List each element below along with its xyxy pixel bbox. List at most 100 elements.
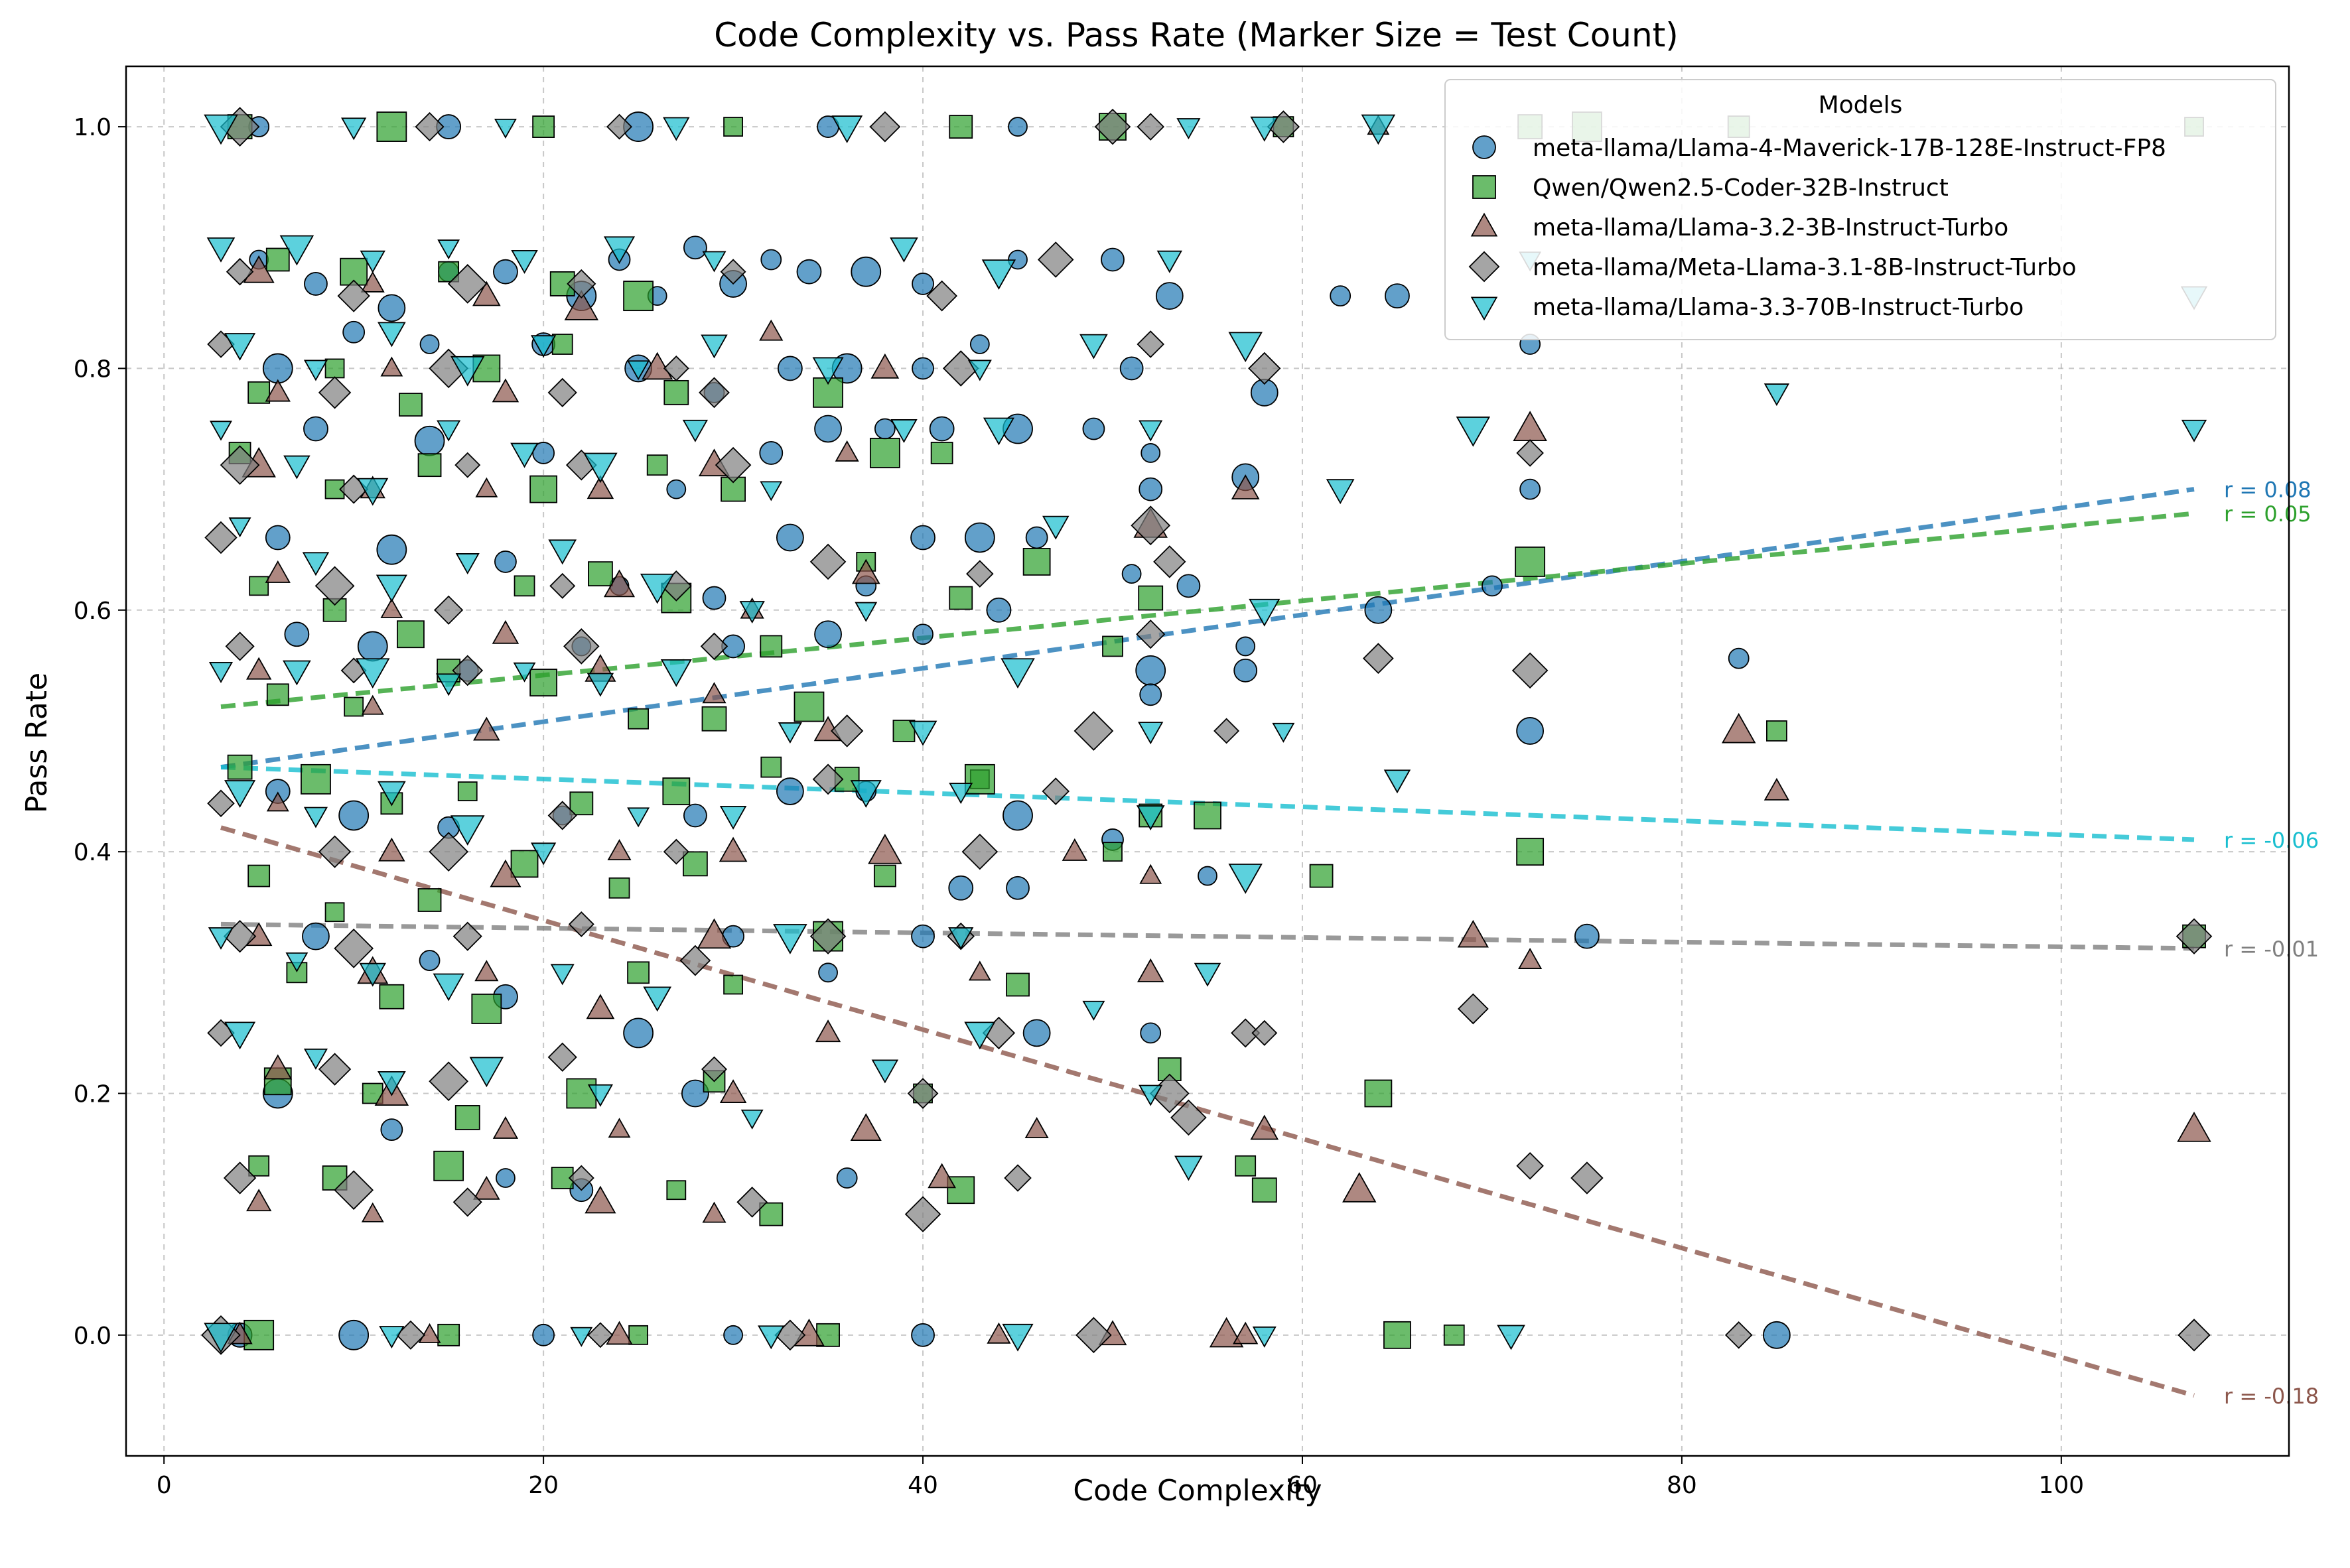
data-point: [1075, 1317, 1112, 1354]
data-point: [608, 1118, 631, 1138]
data-point: [547, 801, 577, 830]
data-point: [510, 442, 539, 468]
legend-entry: meta-llama/Llama-3.2-3B-Instruct-Turbo: [1470, 212, 2008, 241]
data-point: [475, 477, 498, 497]
data-point: [912, 623, 933, 645]
data-point: [204, 114, 238, 145]
legend-marker: [1472, 135, 1496, 159]
data-point: [1763, 383, 1790, 407]
data-point: [2176, 918, 2213, 954]
data-point: [224, 780, 256, 808]
plot-frame: [125, 65, 2290, 1457]
data-point: [206, 237, 236, 263]
data-point: [569, 791, 594, 816]
legend-marker: [1468, 251, 1500, 283]
data-point: [225, 631, 255, 661]
data-point: [1250, 116, 1279, 142]
data-point: [1001, 658, 1035, 689]
data-point: [1482, 575, 1503, 597]
data-point: [419, 334, 440, 354]
trend-line: [220, 825, 2195, 1398]
x-tick-label: 20: [528, 1472, 559, 1499]
data-point: [492, 1116, 519, 1139]
data-point: [723, 974, 743, 995]
data-point: [628, 708, 650, 730]
data-point: [964, 1021, 996, 1050]
data-point: [873, 864, 896, 887]
data-point: [1121, 564, 1142, 584]
data-point: [1518, 948, 1543, 969]
data-point: [1724, 1321, 1753, 1349]
data-point: [1176, 118, 1201, 140]
data-point: [284, 621, 310, 647]
data-point: [1025, 526, 1048, 549]
data-point: [666, 1180, 687, 1201]
data-point: [1443, 1324, 1465, 1346]
data-point: [1385, 283, 1410, 309]
data-point: [344, 696, 364, 717]
data-point: [640, 573, 675, 604]
data-point: [204, 521, 238, 555]
data-point: [760, 481, 783, 501]
data-point: [964, 763, 995, 795]
data-point: [777, 356, 803, 381]
data-point: [663, 355, 689, 381]
data-point: [926, 280, 958, 312]
data-point: [208, 661, 234, 683]
y-tick-label: 0.8: [74, 356, 111, 383]
data-point: [547, 1042, 577, 1072]
data-point: [948, 875, 974, 901]
data-point: [473, 1175, 500, 1200]
data-point: [759, 319, 784, 341]
data-point: [1006, 972, 1030, 997]
data-point: [378, 837, 405, 862]
data-point: [208, 927, 234, 950]
data-point: [1082, 1000, 1105, 1021]
series-3: [201, 107, 2213, 1355]
data-point: [247, 864, 271, 887]
data-point: [701, 706, 727, 732]
data-point: [646, 454, 668, 476]
legend-marker: [1470, 296, 1498, 321]
data-point: [666, 479, 687, 499]
data-point: [226, 257, 254, 286]
data-point: [1079, 334, 1108, 359]
data-point: [760, 756, 782, 778]
data-point: [356, 658, 390, 689]
legend-box: [1444, 79, 2276, 340]
y-tick-label: 0.2: [74, 1080, 111, 1108]
data-point: [224, 1021, 256, 1050]
data-point: [204, 1323, 238, 1353]
data-point: [457, 781, 478, 801]
data-point: [912, 273, 934, 295]
data-point: [760, 249, 782, 271]
series-0: [227, 111, 1791, 1350]
data-point: [1249, 598, 1280, 627]
data-point: [1103, 842, 1123, 862]
data-point: [304, 272, 328, 296]
data-point: [228, 517, 251, 538]
data-point: [547, 377, 577, 407]
data-point: [835, 440, 859, 462]
data-point: [357, 478, 389, 506]
data-point: [890, 419, 918, 443]
data-point: [736, 1187, 768, 1218]
data-point: [1170, 1099, 1207, 1136]
data-point: [851, 558, 880, 584]
data-point: [723, 1325, 743, 1345]
data-point: [450, 356, 485, 387]
data-point: [907, 1078, 939, 1109]
data-point: [683, 803, 707, 828]
y-tick-label: 0.0: [74, 1323, 111, 1350]
data-point: [1516, 1152, 1544, 1180]
data-point: [452, 1187, 482, 1217]
data-point: [870, 353, 900, 379]
data-point: [494, 551, 517, 573]
data-point: [1248, 352, 1281, 385]
data-point: [2181, 419, 2207, 442]
data-point: [1364, 596, 1393, 624]
data-point: [243, 255, 275, 283]
data-point: [1570, 1161, 1604, 1195]
data-point: [397, 620, 425, 649]
data-point: [607, 839, 632, 861]
